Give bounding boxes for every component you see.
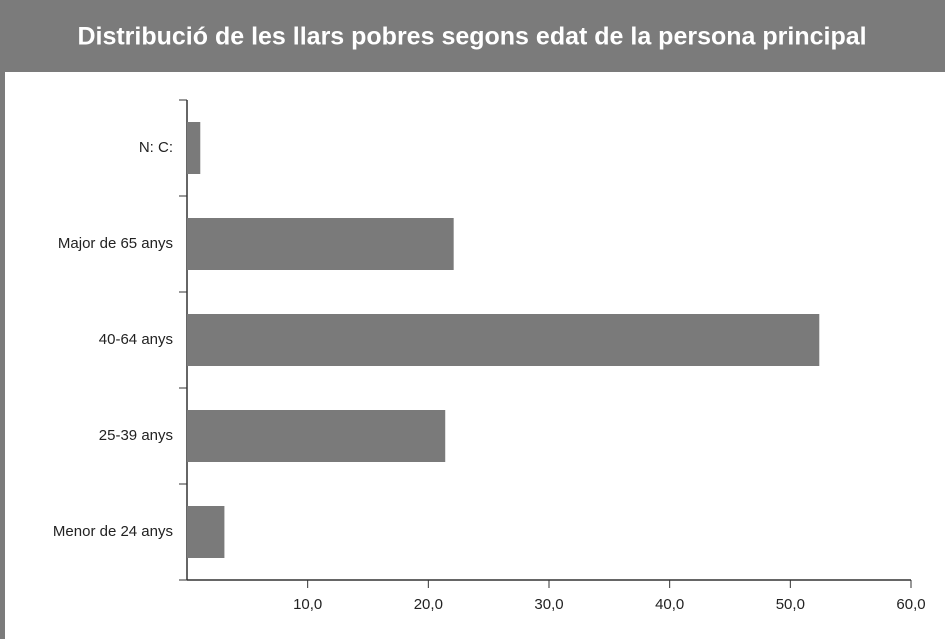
- title-banner: [0, 0, 945, 72]
- y-tick-label: N: C:: [139, 139, 173, 156]
- y-tick-label: Major de 65 anys: [58, 235, 173, 252]
- y-tick-label: 25-39 anys: [99, 427, 173, 444]
- x-tick-label: 20,0: [414, 596, 443, 613]
- x-tick-label: 10,0: [293, 596, 322, 613]
- x-tick-label: 40,0: [655, 596, 684, 613]
- x-tick-label: 30,0: [534, 596, 563, 613]
- bar: [187, 314, 820, 366]
- bar: [187, 506, 225, 558]
- x-tick-label: 50,0: [776, 596, 805, 613]
- x-tick-label: 60,0: [896, 596, 925, 613]
- left-border: [0, 72, 5, 639]
- y-tick-label: 40-64 anys: [99, 331, 173, 348]
- bar: [187, 122, 201, 174]
- bar: [187, 218, 454, 270]
- bar: [187, 410, 446, 462]
- y-tick-label: Menor de 24 anys: [53, 523, 173, 540]
- chart-title: Distribució de les llars pobres segons e…: [77, 23, 866, 51]
